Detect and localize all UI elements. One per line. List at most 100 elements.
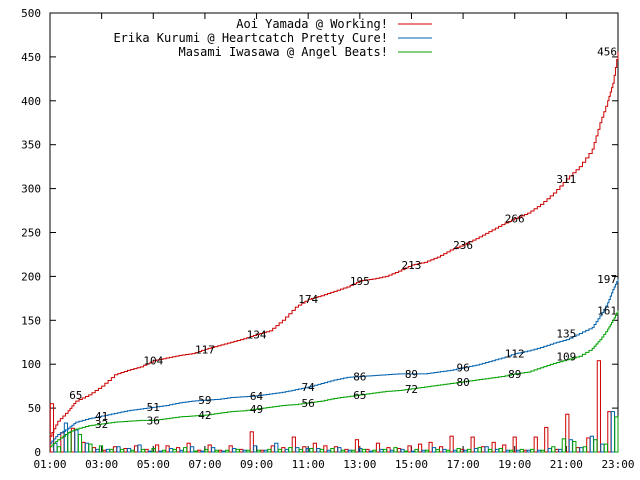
hourly-bar [424, 449, 430, 453]
hourly-bar [277, 448, 282, 453]
value-label: 456 [597, 46, 617, 59]
hourly-bar [368, 450, 374, 453]
value-label: 266 [505, 212, 525, 225]
value-label: 161 [597, 305, 617, 318]
y-tick-label: 350 [21, 139, 41, 152]
hourly-bar [288, 447, 293, 453]
x-tick-label: 19:00 [498, 458, 531, 471]
hourly-bar [386, 447, 391, 453]
hourly-bar [347, 449, 353, 453]
hourly-bar [396, 447, 402, 453]
x-axis: 01:00 03:00 05:00 07:00 09:00 11:00 13:00 15:00… [33, 13, 635, 471]
hourly-bar [235, 448, 240, 453]
legend-label: Aoi Yamada @ Working! [236, 17, 388, 31]
hourly-bar [211, 447, 216, 453]
hourly-bar [214, 449, 219, 453]
y-tick-label: 500 [21, 7, 41, 20]
value-label: 109 [556, 350, 576, 363]
series-line-0 [50, 51, 619, 437]
hourly-bar [575, 447, 580, 453]
hourly-bar [60, 432, 65, 453]
hourly-bar [596, 360, 601, 453]
value-labels: 65 104 117 134 174 195 213 236 266 311 456 41 51 59 64… [69, 46, 617, 431]
hourly-bar [218, 449, 223, 453]
hourly-bar [137, 444, 142, 453]
hourly-bar [568, 439, 573, 453]
hourly-bar [267, 448, 272, 453]
hourly-bar [351, 449, 356, 453]
hourly-bar [91, 447, 97, 453]
y-axis: 0 50 100 150 200 250 300 350 400 450 500 [21, 7, 618, 459]
value-label: 112 [505, 348, 525, 361]
legend: Aoi Yamada @ Working!Erika Kurumi @ Hear… [113, 17, 432, 59]
hourly-bars [49, 360, 619, 453]
value-label: 104 [143, 355, 163, 368]
hourly-bar [495, 448, 500, 453]
hourly-bar [105, 448, 111, 453]
hourly-bar [119, 448, 125, 453]
hourly-bar [81, 441, 86, 453]
hourly-bar [607, 411, 612, 453]
hourly-bar [540, 449, 545, 453]
hourly-bar [530, 448, 535, 453]
hourly-bar [207, 444, 212, 453]
hourly-bar [77, 433, 83, 453]
hourly-bar [470, 436, 475, 453]
hourly-bar [481, 446, 486, 453]
value-label: 41 [95, 410, 108, 423]
hourly-bar [477, 447, 482, 453]
value-label: 117 [195, 343, 215, 356]
hourly-bar [565, 413, 570, 453]
plot-border [49, 12, 619, 453]
hourly-bar [312, 442, 317, 453]
value-label: 135 [556, 327, 576, 340]
value-label: 195 [350, 275, 370, 288]
value-label: 42 [198, 409, 211, 422]
hourly-bar [200, 450, 205, 453]
hourly-bar [284, 448, 289, 453]
hourly-bar [193, 450, 198, 453]
x-tick-label: 03:00 [85, 458, 118, 471]
hourly-bar [232, 447, 237, 453]
x-tick-label: 01:00 [33, 458, 66, 471]
value-label: 89 [508, 368, 521, 381]
cumulative-lines [50, 51, 619, 448]
hourly-bar [579, 447, 584, 453]
hourly-bar [95, 448, 100, 453]
hourly-bar [249, 431, 254, 453]
hourly-bar [502, 444, 507, 453]
value-label: 134 [247, 328, 267, 341]
hourly-bar [183, 447, 188, 453]
hourly-bar [589, 435, 594, 453]
hourly-bar [554, 448, 559, 453]
hourly-bar [112, 446, 118, 453]
hourly-bar [323, 445, 328, 453]
hourly-bar [435, 448, 440, 453]
hourly-bar [467, 448, 472, 453]
hourly-bar [179, 449, 184, 453]
hourly-bar [319, 448, 324, 453]
hourly-bar [519, 448, 524, 453]
hourly-bar [56, 446, 62, 453]
value-label: 86 [353, 370, 366, 383]
hourly-bar [302, 446, 307, 453]
hourly-bar [421, 449, 426, 453]
hourly-bar [140, 448, 146, 453]
value-label: 197 [597, 273, 617, 286]
hourly-bar [84, 442, 90, 453]
value-label: 65 [353, 389, 366, 402]
hourly-bar [344, 448, 349, 453]
hourly-bar [354, 439, 360, 453]
y-tick-label: 50 [28, 402, 41, 415]
hourly-bar [428, 441, 433, 453]
hourly-bar [372, 449, 377, 453]
hourly-bar [442, 448, 447, 453]
hourly-bar [593, 439, 598, 453]
hourly-bar [603, 443, 608, 453]
hourly-bar [449, 435, 454, 453]
hourly-bar [158, 450, 163, 453]
hourly-bar [561, 438, 566, 453]
hourly-bar [509, 449, 514, 453]
hourly-bar [379, 448, 384, 453]
hourly-bar [484, 446, 489, 453]
